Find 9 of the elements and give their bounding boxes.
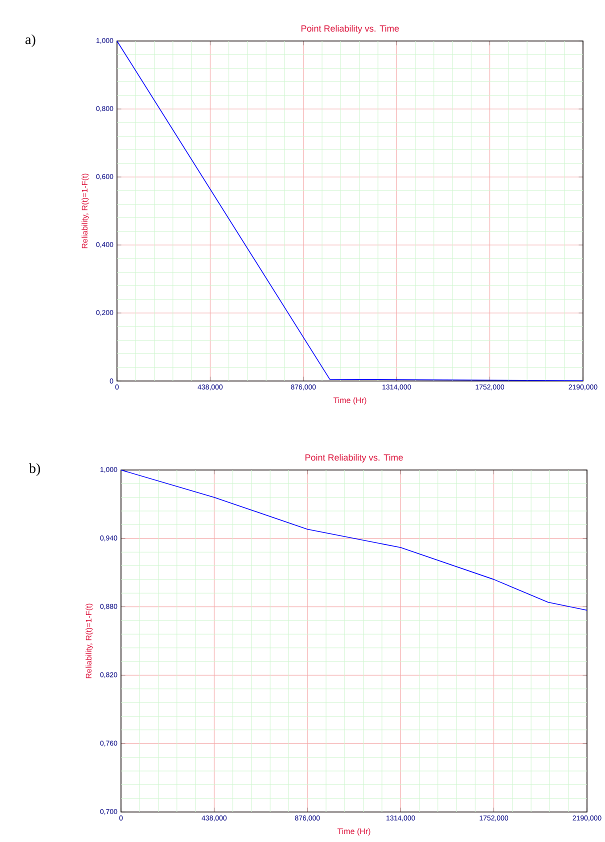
text: a): [26, 34, 36, 48]
chart-title: Point Reliability vs. Time: [302, 25, 399, 34]
text: b): [29, 463, 40, 476]
x-axis-title: Time (Hr): [333, 397, 366, 405]
line-series: [120, 470, 588, 611]
x-axis-title: Time (Hr): [337, 828, 370, 836]
chart-title: Point Reliability vs. Time: [306, 454, 403, 462]
y-axis-title: Reliability, R(t)=1-F(t): [82, 174, 90, 248]
y-axis-title: Reliability, R(t)=1-F(t): [86, 604, 94, 678]
